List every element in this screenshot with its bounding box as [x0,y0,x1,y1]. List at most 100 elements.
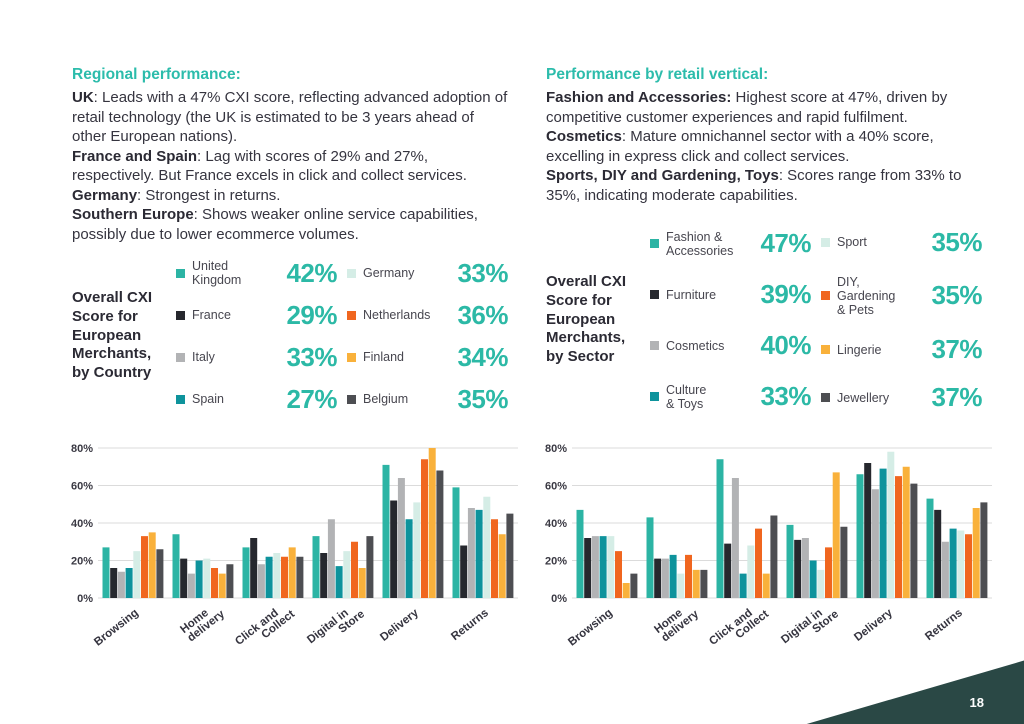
bar-furniture-returns [934,509,942,598]
x-category-label: Delivery [378,607,421,644]
legend-label: France [192,308,231,322]
legend-swatch-icon [347,310,356,320]
bar-netherlands-home-delivery [211,568,218,598]
section-paragraph: Fashion and Accessories: Highest score a… [546,88,982,205]
paragraph-line: UK: Leads with a 47% CXI score, reflecti… [72,89,508,145]
legend-value: 37% [931,382,982,413]
legend-swatch-icon [650,239,659,248]
bar-lingerie-click-and-collect [762,573,770,598]
legend-swatch-icon [821,393,830,403]
bar-netherlands-returns [491,519,498,598]
bar-jewellery-home-delivery [700,569,708,598]
y-tick-label: 60% [545,481,567,493]
legend-value: 36% [457,299,508,330]
y-tick-label: 20% [545,556,567,568]
bar-culture-toys-click-and-collect [739,573,747,598]
legend-item: Lingerie 37% [821,334,982,365]
legend-label: Sport [837,235,867,250]
y-tick-label: 0% [77,593,93,605]
bar-sport-browsing [607,536,615,598]
bar-lingerie-home-delivery [692,569,700,598]
x-category-label: Returns [449,607,491,643]
legend-swatch-icon [650,290,659,299]
x-category-label: Homedelivery [178,599,227,645]
bar-spain-digital-in-store [335,566,343,598]
legend-item: Belgium 35% [347,384,508,415]
bar-furniture-home-delivery [654,558,662,598]
legend-swatch-icon [650,392,659,401]
x-category-label: Click andCollect [233,599,297,656]
legend-item: Sport 35% [821,227,982,258]
bar-jewellery-digital-in-store [840,526,848,598]
legend-value: 35% [931,226,982,257]
legend-item: Cosmetics 40% [650,330,811,361]
legend-swatch-icon [347,394,356,404]
x-category-label: Digital inStore [779,600,841,655]
legend-label: United Kingdom [192,259,242,287]
bar-finland-returns [498,534,506,598]
bar-diy-gardening-pets-digital-in-store [825,547,832,598]
chart-svg: 0% 20% 40% 60% 80% Browsing Homedelivery Click … [545,443,992,655]
legend-item: Netherlands 36% [347,300,508,331]
bar-united-kingdom-home-delivery [172,534,180,598]
bar-finland-digital-in-store [358,568,366,598]
section-heading: Regional performance: [72,66,241,83]
x-category-label: Returns [923,607,965,643]
legend-label: Belgium [363,392,409,406]
paragraph-line: Germany: Strongest in returns. [72,186,281,204]
bar-united-kingdom-digital-in-store [312,536,320,598]
bar-finland-home-delivery [218,573,226,598]
legend-swatch-icon [821,345,830,355]
bar-sport-click-and-collect [747,545,755,598]
bar-cosmetics-digital-in-store [801,538,809,598]
legend-label: Germany [363,266,415,280]
paragraph-bold-lead: Fashion and Accessories: [546,89,732,106]
bar-united-kingdom-browsing [102,547,110,598]
bar-cosmetics-home-delivery [661,558,669,598]
legend-swatch-icon [650,341,659,350]
legend-value: 29% [286,299,337,330]
legend-item: Finland 34% [347,342,508,373]
legend-title: Overall CXI Score for European Merchants… [546,273,627,366]
legend-swatch-icon [347,268,356,278]
legend-swatch-icon [821,291,830,301]
bar-furniture-delivery [864,463,872,598]
bar-cosmetics-delivery [871,489,879,598]
legend-swatch-icon [176,352,185,362]
y-tick-label: 40% [545,518,567,530]
bar-fashion-accessories-delivery [856,474,864,598]
bar-culture-toys-returns [949,528,957,598]
legend-value: 35% [457,383,508,414]
y-tick-label: 60% [71,481,93,493]
section-paragraph: UK: Leads with a 47% CXI score, reflecti… [72,88,508,244]
bar-spain-delivery [405,519,413,598]
paragraph-bold-lead: UK [72,89,94,106]
legend-swatch-icon [821,237,830,247]
bar-fashion-accessories-browsing [576,509,584,598]
bar-finland-browsing [148,532,156,598]
bar-furniture-click-and-collect [724,543,732,598]
bar-jewellery-click-and-collect [770,515,778,598]
legend-label: Culture & Toys [666,382,707,411]
legend-value: 33% [457,257,508,288]
bar-lingerie-browsing [622,583,630,598]
legend-value: 33% [286,341,337,372]
bar-united-kingdom-returns [452,487,460,598]
bar-germany-home-delivery [203,558,211,598]
bar-germany-returns [483,496,491,598]
y-tick-label: 80% [545,443,567,455]
legend-swatch-icon [347,352,356,362]
bar-finland-click-and-collect [288,547,296,598]
legend-by-country: Overall CXI Score for European Merchants… [72,252,508,420]
bar-germany-digital-in-store [343,551,351,598]
bar-culture-toys-digital-in-store [809,560,817,598]
bar-france-delivery [390,500,398,598]
legend-label: Jewellery [837,390,890,405]
legend-item: United Kingdom 42% [176,258,337,289]
bar-cosmetics-click-and-collect [731,478,739,598]
legend-value: 39% [760,279,811,309]
legend-label: Furniture [666,287,717,302]
bar-italy-home-delivery [187,573,195,598]
bar-culture-toys-home-delivery [669,554,677,598]
bar-germany-click-and-collect [273,553,281,598]
